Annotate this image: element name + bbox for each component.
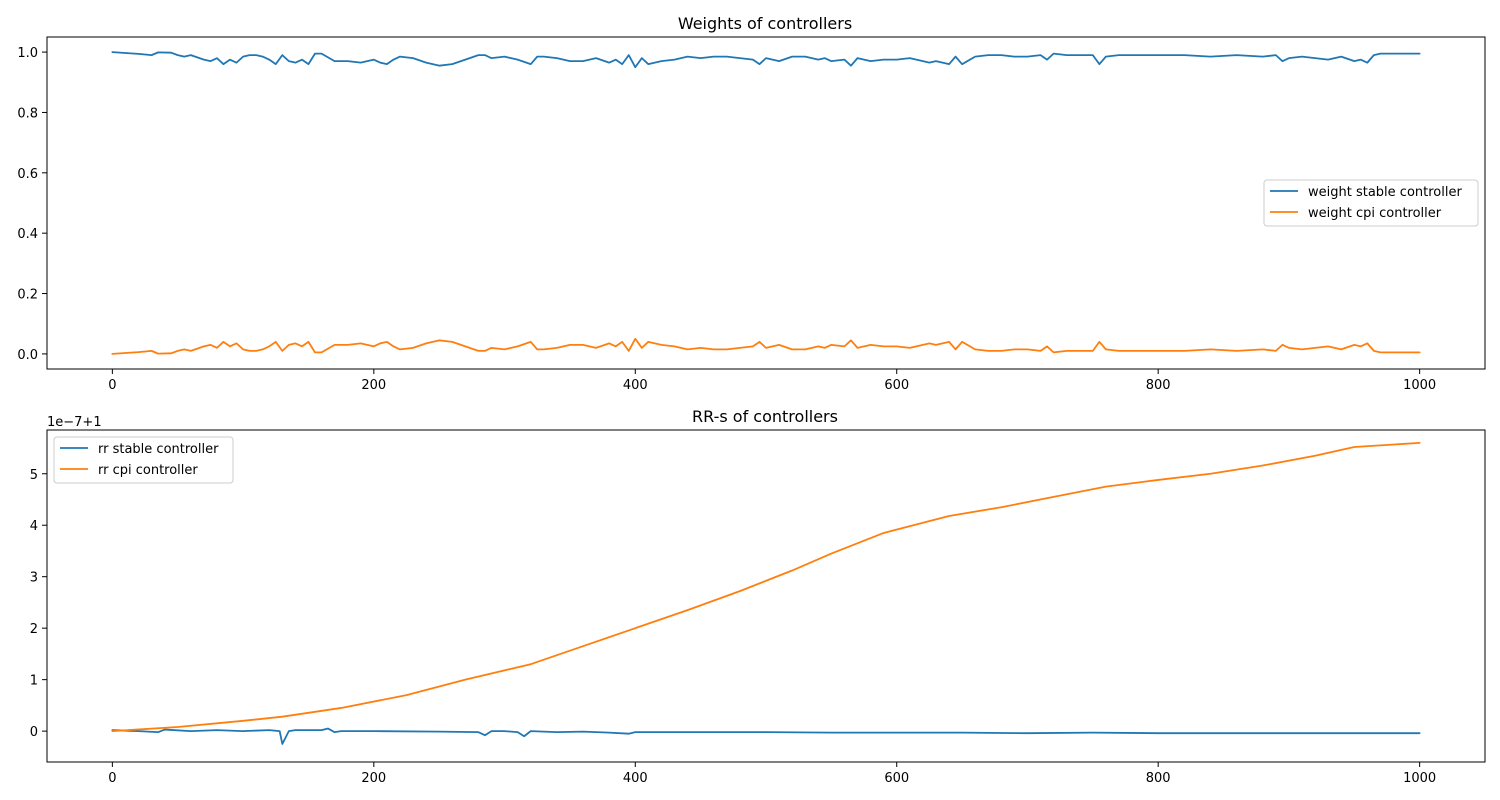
rr-y-tick-label: 4: [30, 519, 38, 534]
weights-y-tick-label: 0.8: [17, 106, 38, 121]
weights-x-tick-label: 1000: [1403, 378, 1436, 393]
weights-y-tick-label: 0.2: [17, 288, 38, 303]
rr-y-tick-label: 5: [30, 468, 38, 483]
rr-chart-offset-text: 1e−7+1: [47, 415, 102, 430]
legend-label-stable: weight stable controller: [1308, 185, 1462, 200]
weights-y-tick-label: 0.0: [17, 348, 38, 363]
legend-box: [53, 436, 234, 484]
rr-y-tick-label: 2: [30, 622, 38, 637]
legend-label-cpi: weight cpi controller: [1308, 206, 1442, 221]
weights-x-tick-label: 0: [108, 378, 116, 393]
weights-x-tick-label: 600: [884, 378, 909, 393]
rr-y-tick-label: 3: [30, 571, 38, 586]
weights-series-weight-stable-controller: [111, 51, 1421, 69]
weights-x-tick-label: 200: [361, 378, 386, 393]
rr-y-tick-label: 0: [30, 725, 38, 740]
weights-chart-axes: [46, 36, 1486, 370]
weights-chart-ticks: 0 200 400 600 800 1000 0.0 0.2 0.4 0.6 0.8 1.0: [17, 46, 1436, 393]
weights-chart-legend: weight stable controller weight cpi cont…: [1263, 179, 1479, 227]
rr-y-tick-label: 1: [30, 674, 38, 689]
rr-chart-ticks: 0 200 400 600 800 1000 0 1 2 3 4 5: [30, 468, 1436, 786]
weights-chart-title: Weights of controllers: [678, 14, 852, 33]
rr-x-tick-label: 0: [108, 771, 116, 786]
rr-chart-legend: rr stable controller rr cpi controller: [53, 436, 234, 484]
weights-series-weight-cpi-controller: [111, 337, 1421, 355]
rr-chart: RR-s of controllers 1e−7+1 0 200 400 600 800…: [30, 407, 1486, 786]
weights-y-tick-label: 0.6: [17, 167, 38, 182]
rr-chart-title: RR-s of controllers: [692, 407, 838, 426]
rr-x-tick-label: 1000: [1403, 771, 1436, 786]
weights-x-tick-label: 400: [623, 378, 648, 393]
rr-x-tick-label: 200: [361, 771, 386, 786]
rr-series-rr-cpi-controller: [111, 441, 1421, 733]
rr-chart-series: [111, 441, 1421, 745]
weights-y-tick-label: 1.0: [17, 46, 38, 61]
rr-x-tick-label: 600: [884, 771, 909, 786]
rr-x-tick-label: 400: [623, 771, 648, 786]
legend-label-rr-stable: rr stable controller: [98, 442, 219, 457]
weights-chart: Weights of controllers 0 200 400 600 800 1000…: [17, 14, 1486, 393]
weights-y-tick-label: 0.4: [17, 227, 38, 242]
rr-x-tick-label: 800: [1146, 771, 1171, 786]
legend-box: [1263, 179, 1479, 227]
rr-chart-axes: [46, 429, 1486, 763]
rr-series-rr-stable-controller: [111, 727, 1421, 745]
weights-chart-series: [111, 51, 1421, 355]
legend-label-rr-cpi: rr cpi controller: [98, 463, 198, 478]
weights-x-tick-label: 800: [1146, 378, 1171, 393]
